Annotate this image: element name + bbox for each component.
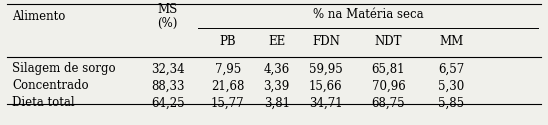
Text: 5,85: 5,85 — [438, 96, 464, 109]
Text: 59,95: 59,95 — [309, 62, 342, 76]
Text: 7,95: 7,95 — [214, 62, 241, 76]
Text: 3,39: 3,39 — [264, 79, 290, 92]
Text: PB: PB — [219, 36, 236, 49]
Text: EE: EE — [268, 36, 286, 49]
Text: 4,36: 4,36 — [264, 62, 290, 76]
Text: 70,96: 70,96 — [372, 79, 406, 92]
Text: MS: MS — [158, 3, 178, 16]
Text: % na Matéria seca: % na Matéria seca — [313, 8, 424, 21]
Text: 64,25: 64,25 — [151, 96, 185, 109]
Text: 68,75: 68,75 — [372, 96, 406, 109]
Text: FDN: FDN — [312, 36, 340, 49]
Text: 88,33: 88,33 — [151, 79, 185, 92]
Text: (%): (%) — [157, 16, 178, 30]
Text: 3,81: 3,81 — [264, 96, 290, 109]
Text: 34,71: 34,71 — [309, 96, 342, 109]
Text: 6,57: 6,57 — [438, 62, 464, 76]
Text: 32,34: 32,34 — [151, 62, 185, 76]
Text: 5,30: 5,30 — [438, 79, 464, 92]
Text: 21,68: 21,68 — [211, 79, 244, 92]
Text: 15,77: 15,77 — [211, 96, 244, 109]
Text: Concentrado: Concentrado — [12, 79, 89, 92]
Text: Alimento: Alimento — [12, 10, 66, 23]
Text: MM: MM — [439, 36, 463, 49]
Text: 65,81: 65,81 — [372, 62, 406, 76]
Text: 15,66: 15,66 — [309, 79, 342, 92]
Text: Dieta total: Dieta total — [12, 96, 75, 109]
Text: Silagem de sorgo: Silagem de sorgo — [12, 62, 116, 76]
Text: NDT: NDT — [375, 36, 402, 49]
